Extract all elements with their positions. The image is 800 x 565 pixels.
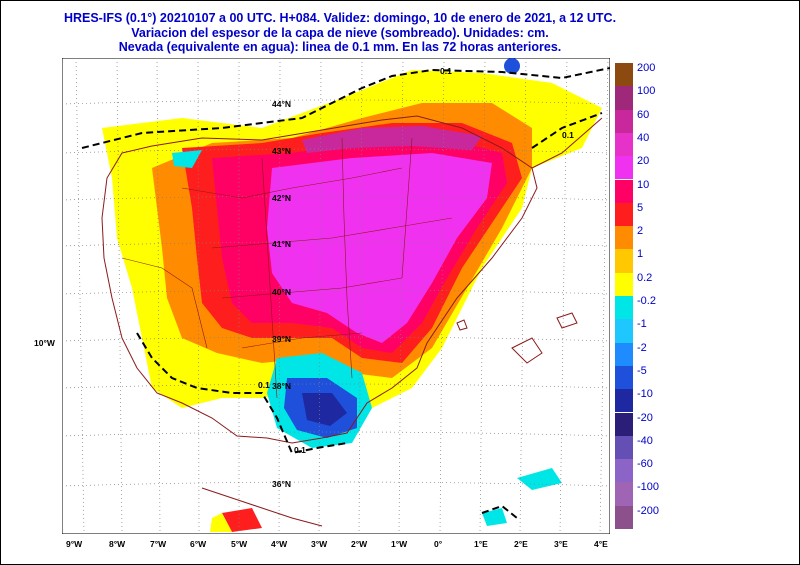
x-axis-label: 6°W [190, 539, 207, 549]
field-south-mor [222, 508, 262, 532]
field-violet [302, 126, 482, 153]
lat-label-43: 43°N [272, 146, 291, 156]
lat-label-44: 44°N [272, 99, 291, 109]
legend-swatch [615, 272, 633, 296]
legend-swatch [615, 202, 633, 227]
legend-label: -200 [637, 504, 660, 517]
legend-swatch [615, 505, 633, 529]
legend-swatch [615, 179, 633, 203]
legend-swatch [615, 435, 633, 460]
field-dark-blue [302, 393, 347, 426]
legend-swatch [615, 132, 633, 157]
x-axis-label: 2°W [351, 539, 368, 549]
x-axis-label: 1°W [391, 539, 408, 549]
legend-swatch [615, 319, 633, 343]
x-axis-label: 8°W [109, 539, 126, 549]
coastline [101, 115, 603, 527]
x-axis-label: 7°W [150, 539, 167, 549]
field-cyan-north [172, 150, 202, 168]
legend-swatch [615, 342, 633, 366]
lat-label-38: 38°N [272, 381, 291, 391]
legend-label: 5 [637, 201, 644, 214]
legend-label: 40 [637, 131, 650, 144]
lat-label-40: 40°N [272, 287, 291, 297]
x-axis-label: 1°E [474, 539, 488, 549]
x-axis-label: 9°W [66, 539, 83, 549]
legend-label: -0.2 [637, 295, 656, 307]
map-subtitle: Variacion del espesor de la capa de niev… [131, 26, 549, 40]
precip-contour [81, 67, 610, 519]
legend-label: 0.2 [637, 271, 653, 284]
legend-swatch [615, 296, 633, 320]
x-axis-label: 0° [434, 539, 443, 549]
x-axis-label: 5°W [231, 539, 248, 549]
contour-label: 0.1 [440, 66, 452, 76]
legend-label: -40 [637, 434, 653, 447]
x-axis-label: 4°E [594, 539, 608, 549]
x-axis-label: 2°E [514, 539, 528, 549]
legend-swatch [615, 86, 633, 110]
map-title: HRES-IFS (0.1°) 20210107 a 00 UTC. H+084… [63, 11, 617, 25]
legend-swatch [615, 226, 633, 250]
legend-swatch [615, 482, 633, 506]
legend-swatch [615, 459, 633, 483]
legend-label: 60 [637, 108, 650, 121]
field-blue-ne [504, 58, 520, 74]
contour-label: 0.1 [294, 445, 306, 455]
legend-swatch [615, 365, 633, 390]
legend-swatch [615, 412, 633, 436]
legend-swatch [615, 249, 633, 273]
legend-label: -20 [637, 411, 653, 424]
x-axis-label: 4°W [271, 539, 288, 549]
snow-fields [102, 58, 602, 532]
legend-swatch [615, 389, 633, 413]
legend-label: 1 [637, 248, 644, 261]
legend-swatch [615, 109, 633, 133]
legend-label: -60 [637, 458, 653, 471]
legend-label: 100 [637, 85, 656, 98]
legend-label: -10 [637, 388, 653, 401]
region-borders [121, 137, 453, 399]
legend-label: 10 [637, 178, 650, 191]
legend-label: 2 [637, 225, 644, 238]
snow-depth-map: 44°N 43°N 42°N 41°N 40°N 39°N 38°N 36°N … [62, 58, 610, 534]
legend-label: -2 [637, 341, 647, 354]
legend-swatch [615, 156, 633, 180]
x-axis-label: 3°W [311, 539, 328, 549]
legend-label: -1 [637, 318, 647, 331]
x-axis-label: 3°E [554, 539, 568, 549]
lon-side-label: 10°W [34, 338, 55, 348]
field-cyan-africa [482, 508, 507, 526]
lat-label-41: 41°N [272, 239, 291, 249]
contour-label: 0.1 [258, 380, 270, 390]
legend-label: 20 [637, 155, 650, 168]
lat-label-36: 36°N [272, 479, 291, 489]
legend-label: 200 [637, 62, 656, 74]
lat-label-42: 42°N [272, 193, 291, 203]
legend-label: -100 [637, 481, 660, 494]
field-south-mor-y [210, 513, 232, 532]
field-magenta [267, 153, 492, 343]
map-note: Nevada (equivalente en agua): linea de 0… [118, 40, 562, 54]
legend-swatch [615, 63, 633, 87]
legend-label: -5 [637, 364, 647, 377]
contour-label: 0.1 [562, 130, 574, 140]
lat-label-39: 39°N [272, 334, 291, 344]
graticule [62, 58, 610, 534]
